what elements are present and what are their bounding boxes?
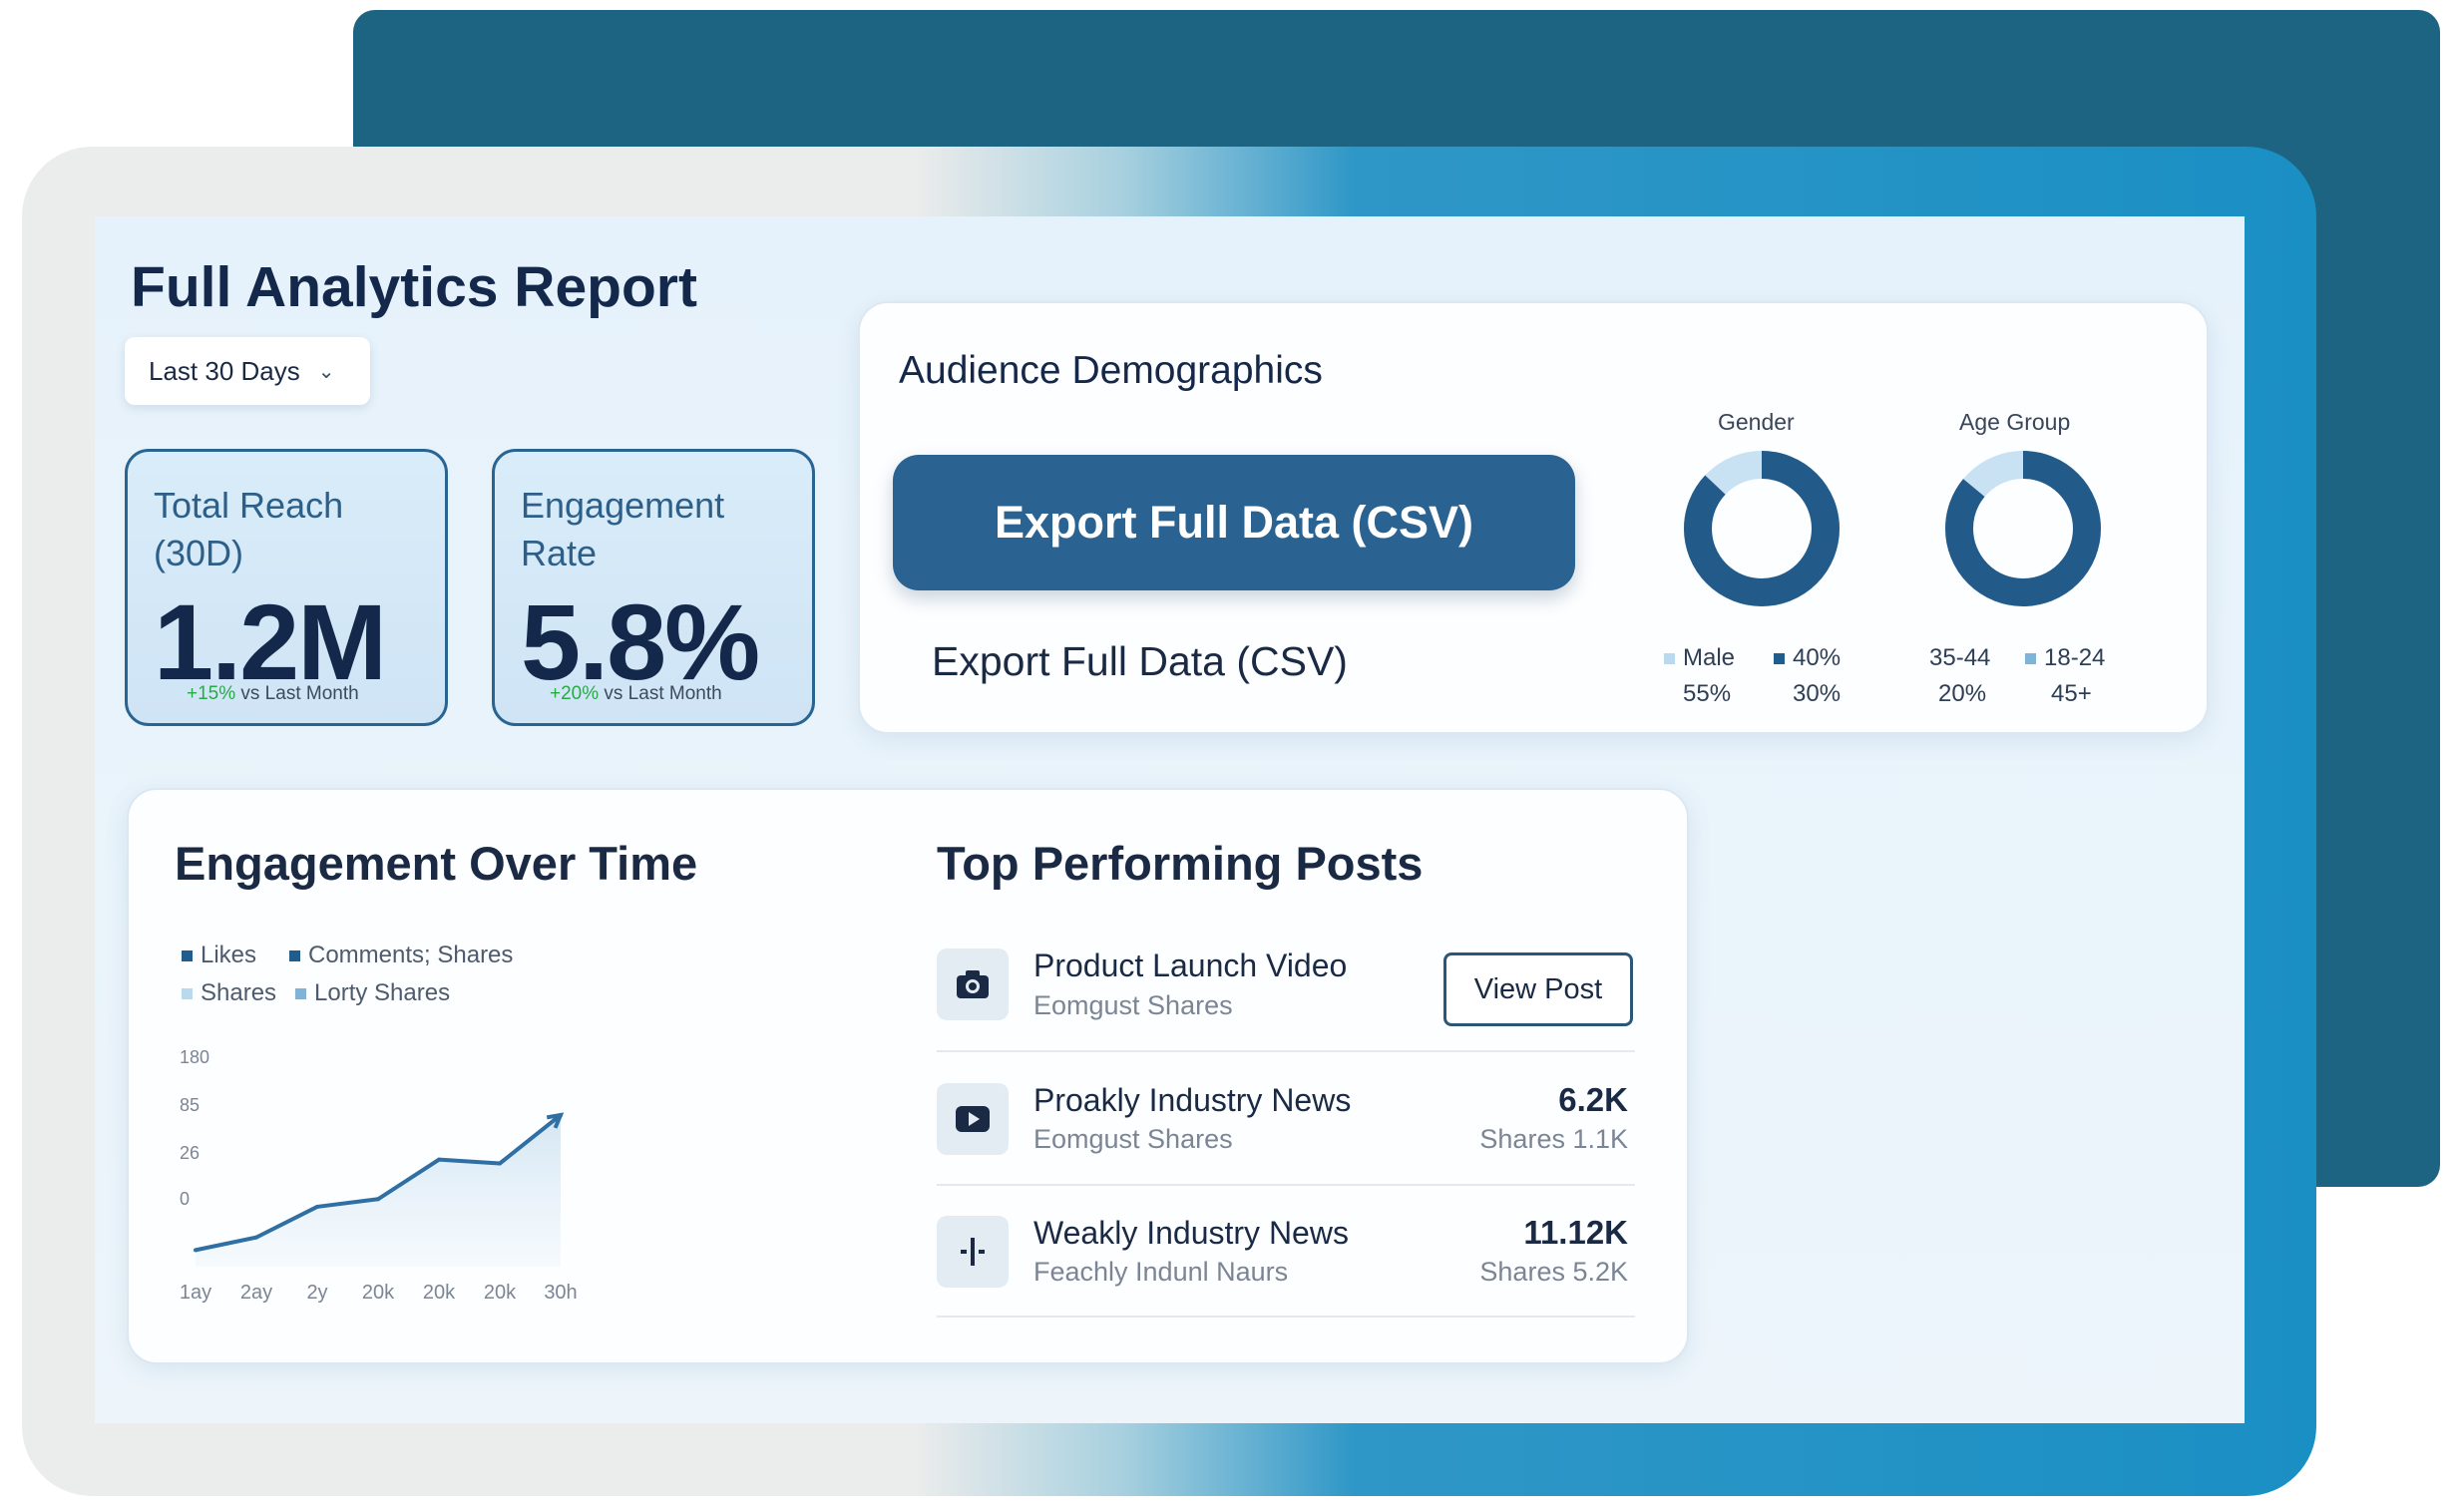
engagement-line-chart: 180 85 26 0 1ay 2ay 2y 20k 20k 20k 30h bbox=[180, 1047, 578, 1304]
post-engagement-value: 11.12K bbox=[1523, 1214, 1628, 1251]
age-legend-35-44: 35-44 bbox=[1929, 644, 1991, 671]
y-tick-label: 85 bbox=[180, 1095, 200, 1115]
engagement-area bbox=[196, 1114, 561, 1267]
data-point bbox=[376, 1197, 380, 1202]
divider bbox=[937, 1316, 1635, 1318]
post-subtitle: Eomgust Shares bbox=[1033, 1124, 1233, 1154]
post-shares-count: Shares 1.1K bbox=[1479, 1124, 1628, 1154]
post-engagement-value: 6.2K bbox=[1558, 1081, 1628, 1118]
data-point bbox=[254, 1235, 258, 1240]
x-tick-label: 2ay bbox=[240, 1282, 272, 1304]
kpi-delta: +20% vs Last Month bbox=[550, 683, 722, 704]
legend-shares: Shares bbox=[182, 979, 276, 1007]
legend-comments-shares: Comments; Shares bbox=[289, 942, 513, 969]
date-range-dropdown[interactable]: Last 30 Days ⌄ bbox=[125, 337, 370, 405]
kpi-card-engagement-rate: Engagement Rate 5.8% +20% vs Last Month bbox=[492, 449, 815, 726]
data-point bbox=[194, 1248, 198, 1253]
age-donut-segment bbox=[1945, 451, 2101, 606]
chevron-down-icon: ⌄ bbox=[317, 360, 335, 383]
trend-arrow bbox=[546, 1112, 565, 1129]
legend-lorty-shares: Lorty Shares bbox=[295, 979, 450, 1007]
gender-legend-male: Male bbox=[1664, 644, 1735, 672]
y-tick-label: 0 bbox=[180, 1189, 190, 1209]
age-chart-title: Age Group bbox=[1959, 409, 2071, 435]
export-csv-link[interactable]: Export Full Data (CSV) bbox=[932, 638, 1348, 684]
play-icon bbox=[937, 1083, 1009, 1155]
plus-icon bbox=[937, 1216, 1009, 1288]
age-legend-18-24: 18-24 bbox=[2025, 644, 2105, 672]
data-point bbox=[437, 1157, 441, 1162]
age-legend-percent: 20% bbox=[1938, 680, 1987, 707]
page-title: Full Analytics Report bbox=[131, 255, 697, 319]
engagement-chart-title: Engagement Over Time bbox=[175, 837, 698, 890]
data-point bbox=[315, 1204, 319, 1209]
gender-legend-percent: 30% bbox=[1793, 680, 1842, 707]
post-shares-count: Shares 5.2K bbox=[1479, 1257, 1628, 1287]
kpi-label: Engagement Rate bbox=[521, 485, 725, 573]
age-donut-chart bbox=[1945, 451, 2101, 606]
top-posts-title: Top Performing Posts bbox=[937, 837, 1424, 890]
y-tick-label: 180 bbox=[180, 1047, 209, 1067]
camera-icon bbox=[937, 948, 1009, 1020]
gender-legend-percent: 55% bbox=[1683, 680, 1732, 707]
kpi-delta: +15% vs Last Month bbox=[187, 683, 359, 704]
kpi-value: 1.2M bbox=[154, 581, 387, 702]
y-tick-label: 26 bbox=[180, 1143, 200, 1163]
gender-legend-value: 40% bbox=[1774, 644, 1841, 672]
x-tick-label: 20k bbox=[423, 1282, 456, 1304]
export-csv-button[interactable]: Export Full Data (CSV) bbox=[893, 455, 1575, 590]
age-legend-45-plus: 45+ bbox=[2051, 680, 2092, 707]
x-tick-label: 1ay bbox=[180, 1282, 211, 1304]
post-subtitle: Eomgust Shares bbox=[1033, 990, 1233, 1020]
x-tick-label: 20k bbox=[362, 1282, 395, 1304]
kpi-value: 5.8% bbox=[521, 581, 760, 702]
post-subtitle: Feachly Indunl Naurs bbox=[1033, 1257, 1289, 1287]
x-tick-label: 20k bbox=[484, 1282, 517, 1304]
gender-donut-segment bbox=[1684, 451, 1840, 606]
view-post-button[interactable]: View Post bbox=[1443, 952, 1633, 1026]
x-tick-label: 2y bbox=[306, 1282, 327, 1304]
post-title[interactable]: Proakly Industry News bbox=[1033, 1082, 1352, 1118]
engagement-and-posts-card bbox=[127, 788, 1689, 1364]
data-point bbox=[498, 1161, 502, 1166]
kpi-label: Total Reach (30D) bbox=[154, 485, 344, 573]
legend-likes: Likes bbox=[182, 942, 256, 969]
x-tick-label: 30h bbox=[544, 1282, 577, 1304]
gender-donut-chart bbox=[1684, 451, 1840, 606]
post-title[interactable]: Weakly Industry News bbox=[1033, 1215, 1349, 1251]
divider bbox=[937, 1184, 1635, 1186]
kpi-card-total-reach: Total Reach (30D) 1.2M +15% vs Last Mont… bbox=[125, 449, 448, 726]
post-title[interactable]: Product Launch Video bbox=[1033, 947, 1348, 983]
divider bbox=[937, 1050, 1635, 1052]
gender-chart-title: Gender bbox=[1718, 409, 1795, 435]
date-range-label: Last 30 Days bbox=[149, 355, 300, 386]
demographics-title: Audience Demographics bbox=[899, 349, 1323, 392]
